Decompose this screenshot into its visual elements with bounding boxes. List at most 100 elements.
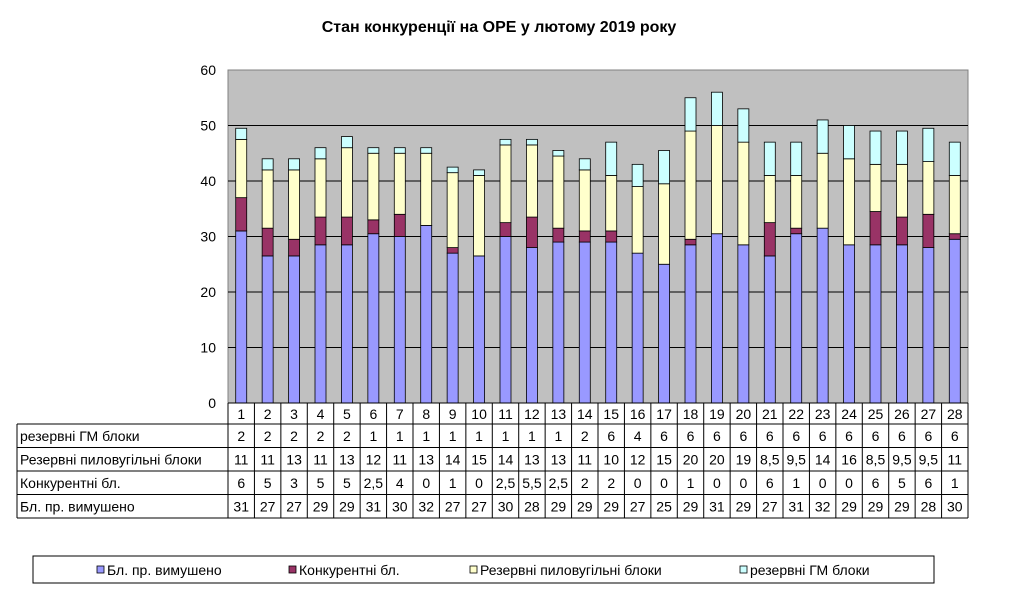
- bar-segment: [473, 169, 485, 176]
- bar-segment: [261, 158, 274, 171]
- data-label: 6: [898, 428, 906, 444]
- bar-segment: [393, 236, 406, 404]
- bar-segment: [446, 247, 459, 254]
- data-label: 15: [471, 452, 487, 468]
- data-label: 29: [603, 499, 619, 515]
- bar-segment: [896, 130, 908, 165]
- bar-segment: [790, 175, 803, 229]
- y-tick-label: 10: [200, 340, 216, 356]
- data-label: 6: [713, 428, 721, 444]
- x-tick-label: 10: [471, 406, 487, 422]
- data-label: 1: [369, 428, 377, 444]
- legend-label: Резервні пиловугільні блоки: [480, 562, 662, 578]
- data-label: 0: [475, 475, 483, 491]
- chart-title: Стан конкуренції на ОРЕ у лютому 2019 ро…: [322, 19, 677, 36]
- data-label: 5,5: [522, 475, 542, 491]
- bar-segment: [552, 155, 565, 229]
- data-label: 6: [660, 428, 668, 444]
- bar-segment: [843, 244, 855, 404]
- bar-segment: [658, 263, 670, 404]
- bar-segment: [341, 147, 353, 218]
- data-label: 8,5: [760, 452, 780, 468]
- data-label: 2: [607, 475, 615, 491]
- data-label: 13: [339, 452, 355, 468]
- bar-segment: [526, 144, 538, 218]
- x-tick-label: 1: [237, 406, 245, 422]
- bar-segment: [737, 141, 750, 246]
- x-tick-label: 19: [709, 406, 725, 422]
- bar-segment: [948, 141, 961, 176]
- data-label: 29: [313, 499, 329, 515]
- data-label: 6: [924, 475, 932, 491]
- bar-segment: [578, 241, 591, 404]
- bar-segment: [922, 161, 935, 215]
- y-axis-tick-labels: 0 10 20 30 40 50 60: [200, 62, 216, 411]
- bar-segment: [869, 244, 882, 404]
- data-label: 27: [286, 499, 302, 515]
- data-label: 20: [683, 452, 699, 468]
- data-label: 5: [317, 475, 325, 491]
- bar-segment: [235, 197, 248, 232]
- x-tick-label: 20: [736, 406, 752, 422]
- bar-segment: [948, 233, 961, 240]
- bar-segment: [790, 227, 803, 235]
- bar-segment: [314, 158, 327, 218]
- data-label: 31: [709, 499, 725, 515]
- bar-segment: [816, 227, 829, 404]
- bar-segment: [314, 216, 327, 246]
- data-label: 11: [234, 452, 249, 468]
- data-label: 0: [713, 475, 721, 491]
- data-label: 30: [498, 499, 514, 515]
- data-label: 1: [396, 428, 404, 444]
- bar-segment: [420, 152, 433, 226]
- data-label: 11: [948, 452, 963, 468]
- data-table: 1 2 3 4 5 6 7 8 9 10 11 12 13 14 15 16 17 18 19 20 21 22 23 24 2…: [16, 402, 969, 519]
- data-label: 28: [524, 499, 540, 515]
- data-label: 27: [471, 499, 487, 515]
- table-row-label: Резервні пиловугільні блоки: [20, 452, 202, 468]
- data-label: 11: [313, 452, 328, 468]
- data-label: 6: [819, 428, 827, 444]
- legend-swatch: [288, 565, 297, 574]
- data-label: 2,5: [364, 475, 384, 491]
- data-label: 29: [683, 499, 699, 515]
- data-label: 29: [894, 499, 910, 515]
- bar-segment: [922, 247, 935, 404]
- bar-segment: [948, 238, 961, 404]
- bar-segment: [605, 141, 618, 176]
- bar-segment: [578, 230, 591, 243]
- data-label: 0: [819, 475, 827, 491]
- x-tick-label: 3: [290, 406, 298, 422]
- x-tick-label: 23: [815, 406, 831, 422]
- bar-segment: [341, 136, 353, 149]
- data-label: 5: [264, 475, 272, 491]
- data-label: 13: [551, 452, 567, 468]
- bar-segment: [420, 224, 433, 404]
- data-label: 27: [260, 499, 276, 515]
- data-label: 32: [815, 499, 831, 515]
- data-label: 31: [366, 499, 382, 515]
- legend-swatch: [469, 565, 478, 574]
- bar-segment: [367, 152, 380, 221]
- bar-segment: [737, 244, 750, 404]
- data-label: 20: [709, 452, 725, 468]
- bar-segment: [552, 150, 565, 157]
- x-tick-label: 13: [551, 406, 567, 422]
- x-tick-label: 6: [369, 406, 377, 422]
- data-label: 2,5: [549, 475, 569, 491]
- data-label: 1: [951, 475, 959, 491]
- bar-segment: [763, 175, 776, 224]
- x-tick-label: 21: [762, 406, 778, 422]
- data-label: 0: [422, 475, 430, 491]
- legend-swatch: [739, 565, 748, 574]
- bar-segment: [261, 169, 274, 229]
- y-tick-label: 40: [200, 173, 216, 189]
- bar-segment: [235, 127, 248, 140]
- bar-segment: [314, 244, 327, 404]
- bar-segment: [711, 233, 723, 404]
- data-label: 2: [581, 428, 589, 444]
- data-label: 2: [581, 475, 589, 491]
- x-tick-label: 5: [343, 406, 351, 422]
- data-label: 1: [528, 428, 536, 444]
